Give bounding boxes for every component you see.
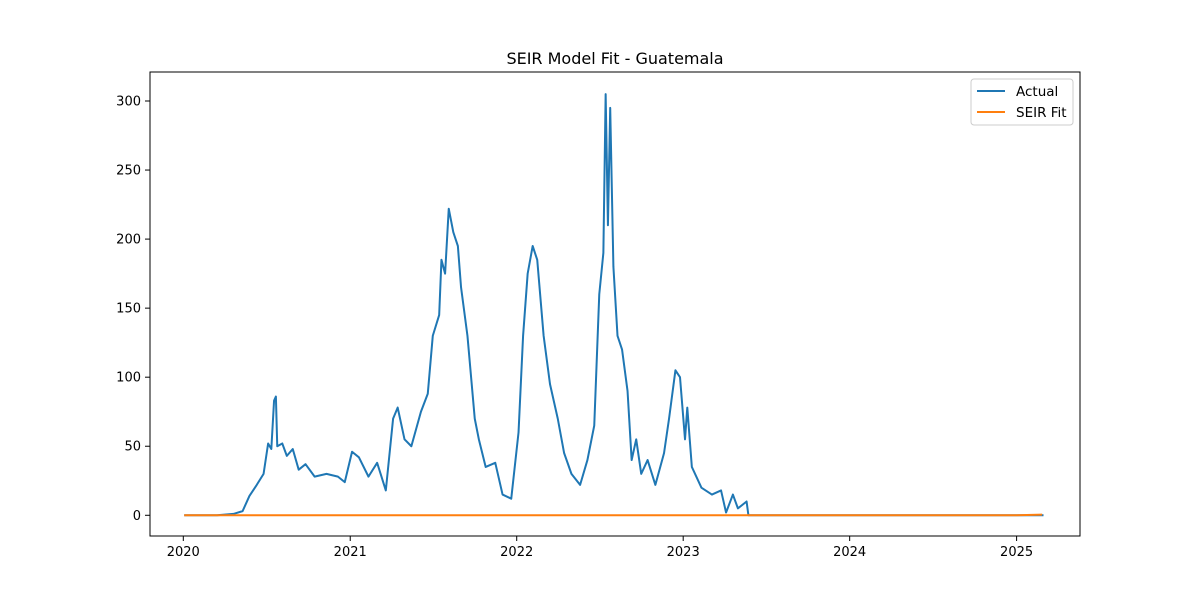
chart-title: SEIR Model Fit - Guatemala (506, 49, 723, 68)
x-axis: 2020 2021 2022 2023 2024 2025 (167, 536, 1033, 560)
y-tick-label: 200 (116, 233, 141, 248)
y-tick-label: 300 (116, 95, 141, 110)
y-tick-label: 50 (124, 440, 141, 455)
series-line-seir-fit (184, 513, 1043, 517)
x-tick-label: 2022 (500, 545, 533, 560)
y-tick-label: 100 (116, 371, 141, 386)
x-tick-label: 2024 (833, 545, 866, 560)
plot-frame (149, 71, 1081, 537)
series-line-actual (184, 93, 1044, 517)
legend-label: SEIR Fit (1016, 105, 1067, 121)
y-tick-label: 0 (133, 509, 141, 524)
x-tick-label: 2020 (167, 545, 200, 560)
plot-area (184, 93, 1044, 517)
y-tick-label: 150 (116, 302, 141, 317)
legend: Actual SEIR Fit (970, 78, 1074, 126)
x-tick-label: 2025 (1000, 545, 1033, 560)
y-axis: 0 50 100 150 200 250 300 (116, 95, 150, 524)
x-tick-label: 2021 (334, 545, 367, 560)
x-tick-label: 2023 (667, 545, 700, 560)
y-tick-label: 250 (116, 164, 141, 179)
legend-label: Actual (1016, 84, 1058, 100)
